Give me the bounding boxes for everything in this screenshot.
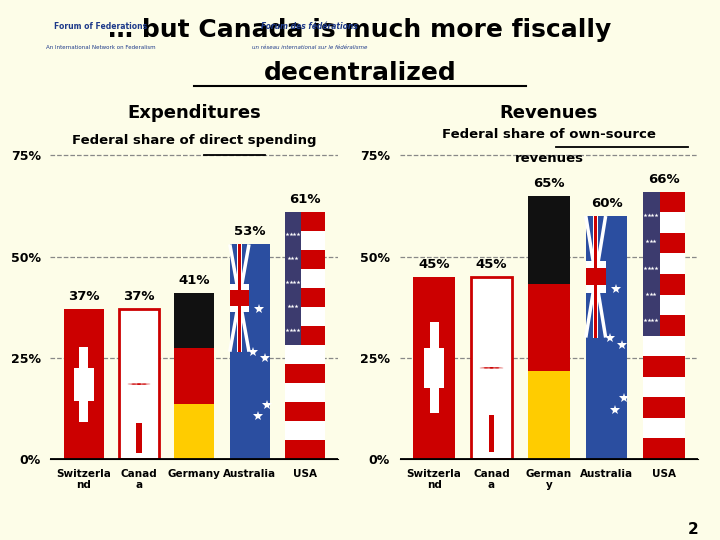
Bar — [285, 231, 325, 250]
Bar — [586, 261, 606, 293]
Polygon shape — [127, 383, 150, 385]
Bar — [643, 377, 685, 397]
Text: un réseau international sur le fédéralisme: un réseau international sur le fédéralis… — [252, 45, 367, 50]
Text: 45%: 45% — [418, 258, 450, 271]
Text: 45%: 45% — [476, 258, 508, 271]
Bar — [594, 216, 597, 338]
Bar — [643, 253, 685, 274]
Bar — [230, 284, 249, 312]
Bar — [174, 293, 215, 348]
Bar — [63, 309, 104, 459]
Bar — [430, 322, 438, 414]
Bar — [643, 336, 685, 356]
Text: decentralized: decentralized — [264, 61, 456, 85]
Bar — [489, 415, 495, 451]
Bar — [136, 423, 142, 453]
Bar — [413, 276, 455, 459]
Bar — [285, 440, 325, 459]
Bar — [593, 216, 598, 338]
Bar — [643, 356, 685, 377]
Text: Forum des fédérations: Forum des fédérations — [261, 22, 358, 31]
Bar — [285, 250, 325, 269]
Text: Revenues: Revenues — [500, 104, 598, 122]
Text: 37%: 37% — [123, 290, 155, 303]
Bar — [285, 402, 325, 421]
Bar — [285, 345, 325, 364]
Text: 65%: 65% — [534, 177, 564, 190]
Bar — [238, 244, 240, 352]
Text: Forum of Federations: Forum of Federations — [54, 22, 148, 31]
Bar — [285, 364, 325, 383]
Text: … but Canada is much more fiscally: … but Canada is much more fiscally — [109, 18, 611, 42]
Text: Federal share of direct spending: Federal share of direct spending — [72, 134, 317, 147]
Bar — [285, 212, 325, 231]
Text: 66%: 66% — [648, 173, 680, 186]
Bar — [643, 438, 685, 459]
Bar — [528, 372, 570, 459]
Polygon shape — [480, 367, 503, 369]
Bar — [285, 326, 325, 345]
Bar — [230, 244, 270, 459]
Bar — [586, 268, 606, 285]
Bar — [643, 315, 685, 336]
Bar — [237, 244, 242, 352]
Bar — [285, 269, 325, 288]
Text: An International Network on Federalism: An International Network on Federalism — [46, 45, 156, 50]
Text: revenues: revenues — [515, 152, 583, 165]
Bar — [643, 192, 660, 336]
Text: 61%: 61% — [289, 193, 321, 206]
Bar — [174, 404, 215, 459]
Text: 60%: 60% — [590, 197, 622, 210]
Bar — [79, 347, 88, 422]
Text: Expenditures: Expenditures — [127, 104, 261, 122]
Bar — [528, 195, 570, 284]
Bar — [174, 348, 215, 404]
Bar — [119, 309, 159, 459]
Text: 2: 2 — [688, 522, 698, 537]
Bar — [643, 233, 685, 253]
Bar — [586, 216, 627, 459]
Text: 53%: 53% — [234, 225, 266, 238]
Bar — [643, 212, 685, 233]
Bar — [471, 276, 512, 459]
Bar — [285, 307, 325, 326]
Bar — [424, 348, 444, 388]
Text: 37%: 37% — [68, 290, 99, 303]
Bar — [285, 212, 301, 345]
Bar — [643, 294, 685, 315]
Bar — [285, 383, 325, 402]
Text: Federal share of own-source: Federal share of own-source — [442, 129, 656, 141]
Bar — [528, 284, 570, 372]
Bar — [643, 418, 685, 438]
Bar — [285, 421, 325, 440]
Bar — [643, 274, 685, 294]
Bar — [643, 397, 685, 418]
Text: 41%: 41% — [179, 274, 210, 287]
Bar — [643, 192, 685, 212]
Bar — [230, 291, 249, 306]
Bar — [285, 288, 325, 307]
Bar — [73, 368, 94, 401]
